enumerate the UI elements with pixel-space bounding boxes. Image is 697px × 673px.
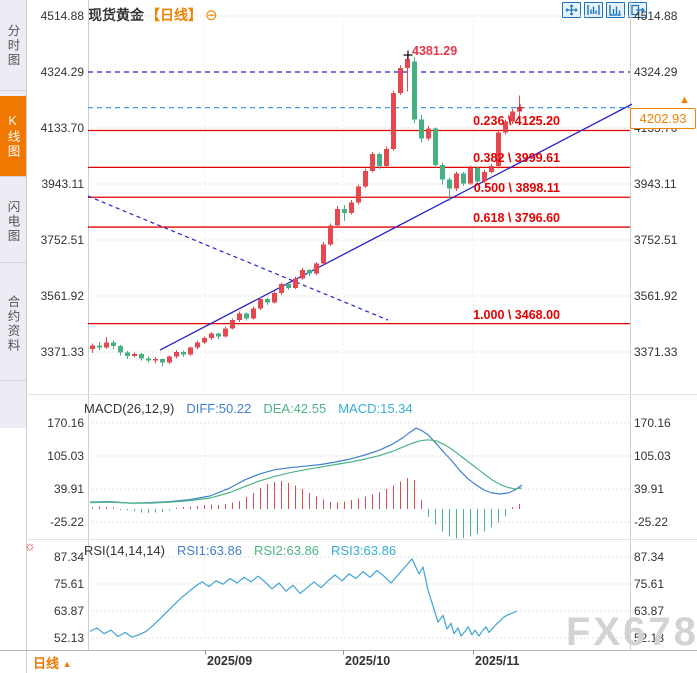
macd-legend-diff: DIFF:50.22 <box>186 401 252 416</box>
peak-cross-marker <box>403 50 413 60</box>
price-axis-label-left: 3752.51 <box>40 233 84 247</box>
zoom-out-icon[interactable]: ⊖ <box>205 7 218 24</box>
fib-label-0.500: 0.500 \ 3898.11 <box>473 181 560 196</box>
price-axis-label-left: 3943.11 <box>41 176 85 191</box>
price-axis-label-left: 4324.29 <box>40 64 84 79</box>
peak-price-label: 4381.29 <box>412 44 458 58</box>
price-axis-label-left: 3561.92 <box>40 289 84 303</box>
last-price-cross-marker <box>516 104 524 112</box>
macd-axis-label-right: -25.22 <box>634 515 669 529</box>
macd-axis-label-right: 170.16 <box>634 416 671 430</box>
macd-histogram <box>91 477 521 539</box>
rsi-params: RSI(14,14,14) <box>84 543 165 558</box>
macd-axis-label-left: 39.91 <box>53 481 84 496</box>
rsi-axis-label-right: 52.13 <box>634 631 665 645</box>
macd-legend-dea: DEA:42.55 <box>263 401 327 416</box>
period-selector-label: 日线 <box>33 656 60 671</box>
rsi-axis-label-left: 87.34 <box>53 550 84 564</box>
x-axis-label: 2025/11 <box>475 654 520 668</box>
rsi-axis-label-right: 87.34 <box>634 550 665 564</box>
sidebar-item-time[interactable]: 分时图 <box>0 2 26 91</box>
macd-dea-line <box>89 439 523 504</box>
period-tag: 【日线】 <box>146 7 202 23</box>
exit-chart-icon[interactable] <box>628 2 647 18</box>
sidebar-item-kline[interactable]: K线图 <box>0 96 26 177</box>
toolbar <box>562 2 647 18</box>
current-price-tag: 4202.93 <box>630 107 696 129</box>
rsi-axis-label-right: 63.87 <box>634 603 665 618</box>
chart-title: 现货黄金 【日线】 ⊖ <box>88 5 218 25</box>
price-axis-label-right: 3752.51 <box>634 233 678 247</box>
price-axis-label-left: 4514.88 <box>40 9 84 23</box>
rsi-line <box>89 558 518 638</box>
macd-legend-macd: MACD:15.34 <box>338 401 413 416</box>
watermark: FX678 <box>566 610 697 654</box>
macd-diff-line <box>89 427 523 504</box>
crosshair-icon[interactable] <box>562 2 581 18</box>
price-up-arrow-icon: ▲ <box>679 94 690 106</box>
macd-axis-label-left: -25.22 <box>49 515 84 529</box>
macd-header: MACD(26,12,9) DIFF:50.22 DEA:42.55 MACD:15.… <box>84 401 425 416</box>
indicator-settings-icon[interactable]: ☼ <box>24 538 36 553</box>
price-axis-label-right: 4324.29 <box>634 64 678 79</box>
fib-label-0.236: 0.236 \ 4125.20 <box>473 114 560 129</box>
rsi-header: RSI(14,14,14) RSI1:63.86 RSI2:63.86 RSI3:63… <box>84 543 408 558</box>
price-axis-label-right: 3371.33 <box>634 345 678 359</box>
macd-params: MACD(26,12,9) <box>84 401 175 416</box>
fib-label-0.618: 0.618 \ 3796.60 <box>473 211 560 226</box>
macd-axis-label-right: 105.03 <box>634 449 671 463</box>
fib-label-0.382: 0.382 \ 3999.61 <box>473 151 560 166</box>
rsi-legend-rsi2: RSI2:63.86 <box>253 543 320 558</box>
sidebar-item-flash[interactable]: 闪电图 <box>0 182 26 263</box>
period-selector-arrow-icon: ▲ <box>62 659 72 669</box>
fit-vertical-icon[interactable] <box>606 2 625 18</box>
period-selector[interactable]: 日线 ▲ <box>33 653 72 672</box>
x-axis-label: 2025/10 <box>345 654 391 668</box>
fib-label-1.000: 1.000 \ 3468.00 <box>473 307 560 322</box>
candlesticks <box>90 55 522 367</box>
price-axis-label-left: 4133.70 <box>40 120 84 135</box>
price-axis-label-right: 4514.88 <box>634 9 678 23</box>
symbol-name: 现货黄金 <box>88 7 144 23</box>
macd-axis-label-left: 170.16 <box>47 416 84 430</box>
rsi-legend-rsi3: RSI3:63.86 <box>331 543 397 558</box>
price-axis-label-right: 3943.11 <box>634 176 677 191</box>
price-axis-label-right: 3561.92 <box>634 289 678 303</box>
rsi-legend-rsi1: RSI1:63.86 <box>176 543 242 558</box>
rsi-panel <box>88 556 630 639</box>
rsi-axis-label-left: 52.13 <box>53 631 84 645</box>
fit-horizontal-icon[interactable] <box>584 2 603 18</box>
main-price-panel <box>87 15 633 645</box>
x-axis-label: 2025/09 <box>207 654 253 668</box>
macd-axis-label-left: 105.03 <box>47 449 84 463</box>
rsi-axis-label-left: 63.87 <box>53 603 84 618</box>
macd-panel <box>88 422 630 539</box>
rsi-axis-label-right: 75.61 <box>634 576 665 591</box>
rsi-axis-label-left: 75.61 <box>53 576 84 591</box>
price-axis-label-left: 3371.33 <box>40 345 84 359</box>
sidebar-item-contract[interactable]: 合约资料 <box>0 268 26 381</box>
macd-axis-label-right: 39.91 <box>634 481 665 496</box>
